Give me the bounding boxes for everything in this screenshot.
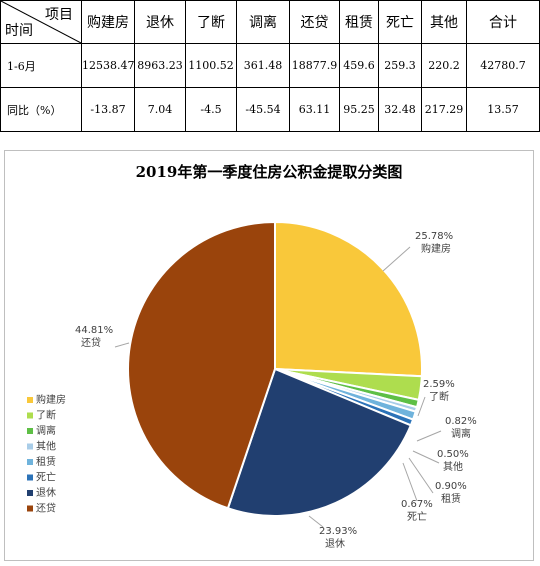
table-cell: -45.54 (236, 87, 290, 132)
table-cell: 361.48 (236, 43, 290, 88)
slice-percent-label: 23.93% (319, 526, 357, 537)
slice-percent-label: 0.82% (445, 416, 477, 427)
column-header: 死亡 (378, 0, 422, 44)
corner-header-cell: 项目 时间 (0, 0, 82, 44)
legend-label: 死亡 (36, 471, 56, 484)
legend-label: 还贷 (36, 502, 56, 515)
table-cell: 220.2 (421, 43, 467, 88)
slice-percent-label: 0.67% (401, 499, 433, 510)
table-cell: 1100.52 (185, 43, 237, 88)
pie-slice-6 (226, 367, 413, 517)
table-cell: 217.29 (421, 87, 467, 132)
slice-percent-label: 0.90% (435, 481, 467, 492)
table-cell: 8963.23 (134, 43, 186, 88)
legend-label: 了断 (36, 409, 56, 422)
table-cell: 63.11 (289, 87, 340, 132)
leader-line (412, 450, 440, 464)
column-header: 合计 (466, 0, 540, 44)
table-row: 同比（%） -13.87 7.04 -4.5 -45.54 63.11 95.2… (0, 87, 540, 132)
legend-swatch (27, 505, 33, 512)
legend-label: 其他 (36, 440, 56, 453)
table-cell: -4.5 (185, 87, 237, 132)
diagonal-divider (1, 1, 81, 43)
leader-line (402, 462, 418, 502)
leader-line (308, 515, 324, 528)
table-cell: 12538.47 (81, 43, 135, 88)
pie-chart: 2019年第一季度住房公积金提取分类图 25.78%购建房2.59%了断0.82… (27, 163, 477, 550)
slice-name-label: 退休 (325, 538, 345, 550)
row-header: 同比（%） (0, 87, 82, 132)
slice-name-label: 死亡 (407, 510, 427, 523)
chart-title: 2019年第一季度住房公积金提取分类图 (136, 163, 403, 181)
legend-label: 退休 (36, 487, 56, 499)
slice-name-label: 还贷 (81, 336, 101, 349)
column-header: 了断 (185, 0, 237, 44)
table-cell: 259.3 (378, 43, 422, 88)
legend-label: 购建房 (36, 393, 66, 406)
legend-swatch (27, 412, 33, 419)
table-cell: 13.57 (466, 87, 540, 132)
legend-label: 租赁 (36, 455, 56, 468)
legend-label: 调离 (36, 424, 56, 437)
table-cell: 42780.7 (466, 43, 540, 88)
column-header: 调离 (236, 0, 290, 44)
table-cell: 18877.9 (289, 43, 340, 88)
table-cell: 459.6 (339, 43, 379, 88)
slice-name-label: 租赁 (441, 492, 461, 505)
table-header-row: 项目 时间 购建房 退休 了断 调离 还贷 租赁 死亡 其他 合计 (0, 0, 540, 44)
column-header: 其他 (421, 0, 467, 44)
leader-line (382, 246, 411, 272)
slice-name-label: 了断 (429, 390, 449, 403)
pie-slice-7 (127, 220, 276, 510)
legend-swatch (27, 397, 33, 403)
column-header: 购建房 (81, 0, 135, 44)
slice-name-label: 购建房 (421, 242, 451, 255)
leader-line (417, 396, 426, 417)
column-header: 退休 (134, 0, 186, 44)
legend-swatch (27, 443, 33, 450)
leader-line (114, 342, 130, 348)
table-row: 1-6月 12538.47 8963.23 1100.52 361.48 188… (0, 43, 540, 88)
table-cell: 95.25 (339, 87, 379, 132)
pie-slice-0 (274, 220, 423, 378)
leader-line (416, 430, 442, 442)
column-header: 租赁 (339, 0, 379, 44)
slice-percent-label: 25.78% (415, 231, 453, 242)
slice-name-label: 其他 (443, 460, 463, 473)
corner-label-item: 项目 (45, 7, 73, 23)
table-cell: -13.87 (81, 87, 135, 132)
legend-swatch (27, 490, 33, 496)
legend-swatch (27, 428, 33, 434)
table-cell: 32.48 (378, 87, 422, 132)
slice-percent-label: 0.50% (437, 449, 469, 460)
slice-percent-label: 44.81% (75, 325, 113, 336)
table-cell: 7.04 (134, 87, 186, 132)
leader-line (408, 457, 434, 494)
column-header: 还贷 (289, 0, 340, 44)
slice-name-label: 调离 (451, 427, 471, 440)
chart-area: 2019年第一季度住房公积金提取分类图 25.78% 购建房 2.59% 了断 0.82… (4, 150, 534, 561)
legend-swatch (27, 474, 33, 481)
legend-swatch (27, 459, 33, 465)
row-header: 1-6月 (0, 43, 82, 88)
data-table: 项目 时间 购建房 退休 了断 调离 还贷 租赁 死亡 其他 合计 1-6月 1… (0, 0, 540, 132)
corner-label-time: 时间 (5, 23, 33, 39)
slice-percent-label: 2.59% (423, 379, 455, 390)
